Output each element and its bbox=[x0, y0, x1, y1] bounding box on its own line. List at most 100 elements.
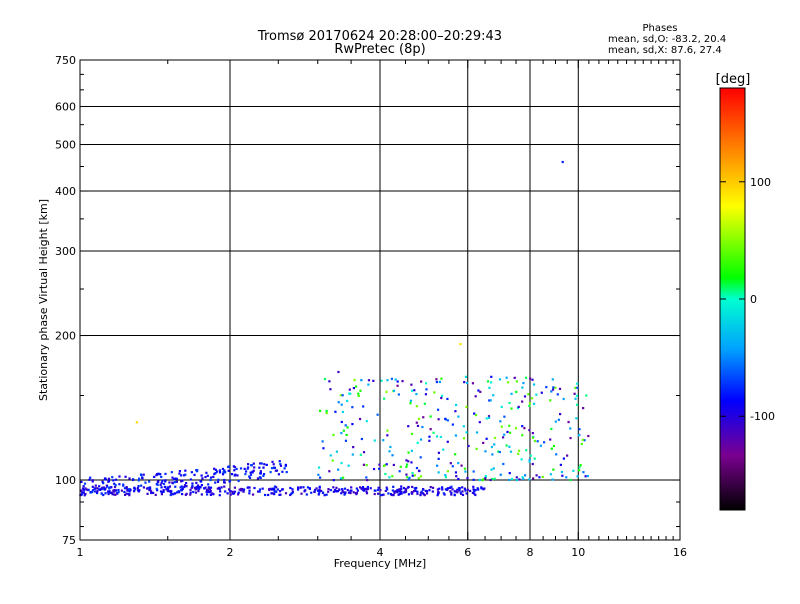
data-point bbox=[491, 453, 494, 456]
data-point bbox=[163, 485, 167, 489]
data-point bbox=[242, 490, 245, 493]
data-point bbox=[340, 492, 343, 495]
data-point bbox=[80, 489, 83, 492]
data-point bbox=[559, 463, 562, 466]
data-point bbox=[457, 487, 460, 490]
data-point bbox=[528, 458, 531, 462]
data-point bbox=[189, 493, 192, 496]
data-point bbox=[456, 488, 459, 491]
data-point bbox=[348, 388, 351, 391]
data-point bbox=[171, 481, 174, 484]
data-point bbox=[125, 486, 128, 489]
data-point bbox=[388, 450, 391, 453]
data-point bbox=[562, 397, 565, 401]
data-point bbox=[392, 494, 395, 497]
data-point bbox=[415, 405, 419, 408]
data-point bbox=[454, 434, 458, 437]
data-point bbox=[165, 488, 168, 491]
data-point bbox=[329, 488, 332, 492]
data-point bbox=[142, 473, 145, 476]
data-point bbox=[128, 494, 131, 497]
data-point bbox=[451, 423, 454, 426]
data-point bbox=[91, 480, 94, 483]
data-point bbox=[155, 487, 158, 490]
data-point bbox=[100, 487, 103, 491]
data-point bbox=[189, 488, 192, 491]
data-point bbox=[559, 413, 562, 416]
data-point bbox=[472, 470, 475, 473]
data-point bbox=[102, 482, 105, 485]
data-point bbox=[385, 390, 388, 393]
data-point bbox=[170, 492, 173, 495]
data-point bbox=[299, 486, 302, 489]
data-point bbox=[580, 442, 583, 446]
data-point bbox=[397, 493, 400, 496]
data-point bbox=[107, 492, 110, 496]
data-point bbox=[213, 467, 216, 470]
data-point bbox=[304, 489, 307, 492]
data-point bbox=[194, 491, 198, 494]
data-point bbox=[390, 377, 394, 380]
data-point bbox=[118, 483, 121, 486]
data-point bbox=[396, 488, 399, 492]
data-point bbox=[137, 490, 140, 493]
data-point bbox=[365, 490, 368, 493]
data-point bbox=[335, 490, 338, 493]
data-point bbox=[477, 488, 480, 491]
data-point bbox=[344, 424, 347, 427]
data-point bbox=[420, 380, 423, 383]
data-point bbox=[416, 490, 419, 493]
data-point bbox=[181, 492, 184, 496]
data-point bbox=[281, 470, 284, 473]
data-point bbox=[576, 386, 579, 389]
data-point bbox=[209, 490, 212, 493]
data-point bbox=[244, 470, 248, 473]
data-point bbox=[446, 470, 449, 473]
data-point bbox=[166, 489, 169, 493]
data-point bbox=[101, 487, 104, 491]
data-point bbox=[412, 490, 416, 493]
data-point bbox=[111, 476, 114, 479]
data-point bbox=[136, 486, 140, 490]
data-point bbox=[183, 485, 186, 489]
data-point bbox=[209, 478, 212, 482]
data-point bbox=[196, 485, 200, 488]
data-point bbox=[178, 469, 182, 473]
data-point bbox=[174, 492, 177, 495]
data-point bbox=[351, 406, 354, 409]
data-point bbox=[367, 383, 370, 386]
data-point bbox=[529, 377, 532, 380]
data-point bbox=[209, 493, 212, 496]
data-point bbox=[446, 488, 449, 491]
data-point bbox=[84, 487, 87, 490]
data-point bbox=[206, 489, 210, 493]
data-point bbox=[207, 487, 210, 490]
data-point bbox=[144, 481, 147, 484]
data-point bbox=[242, 488, 246, 491]
data-point bbox=[178, 472, 181, 475]
data-point bbox=[449, 486, 452, 489]
data-point bbox=[203, 487, 206, 490]
data-point bbox=[529, 454, 532, 457]
data-point bbox=[230, 473, 234, 476]
data-point bbox=[515, 380, 518, 383]
data-point bbox=[218, 469, 221, 472]
data-point bbox=[478, 478, 481, 482]
data-point bbox=[81, 487, 85, 490]
data-point bbox=[267, 488, 271, 491]
data-point bbox=[527, 393, 530, 396]
data-point bbox=[466, 476, 469, 480]
x-tick-label: 10 bbox=[571, 546, 585, 559]
data-point bbox=[212, 475, 215, 479]
data-point bbox=[401, 380, 404, 383]
data-point bbox=[179, 486, 182, 489]
data-point bbox=[123, 490, 126, 494]
data-point bbox=[318, 489, 321, 492]
data-point bbox=[556, 393, 559, 396]
data-point bbox=[481, 479, 484, 482]
data-point bbox=[385, 486, 388, 489]
data-point bbox=[118, 475, 121, 478]
data-point bbox=[444, 474, 447, 477]
data-point bbox=[461, 486, 464, 489]
data-point bbox=[440, 396, 443, 400]
